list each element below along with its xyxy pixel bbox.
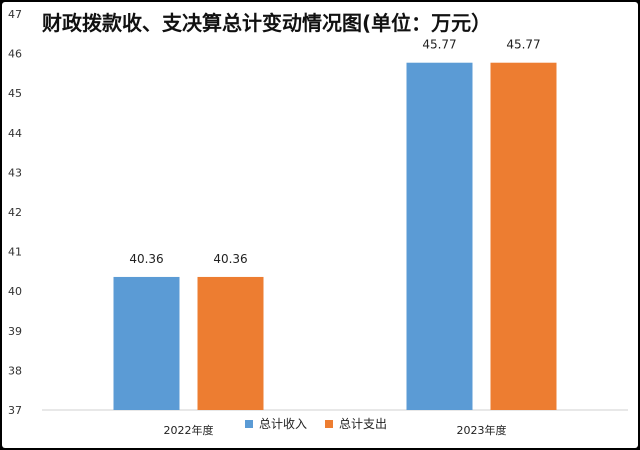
y-tick-label: 41 bbox=[8, 246, 22, 259]
data-label: 40.36 bbox=[129, 252, 163, 266]
y-tick-label: 45 bbox=[8, 87, 22, 100]
y-tick-label: 47 bbox=[8, 8, 22, 21]
x-tick-label: 2023年度 bbox=[457, 423, 507, 437]
y-tick-label: 42 bbox=[8, 206, 22, 219]
y-tick-label: 46 bbox=[8, 48, 22, 61]
y-tick-label: 38 bbox=[8, 364, 22, 377]
y-tick-label: 39 bbox=[8, 325, 22, 338]
bar-expense-1 bbox=[490, 62, 557, 410]
chart-legend: 总计收入 总计支出 bbox=[245, 415, 387, 432]
bar-expense-0 bbox=[197, 276, 264, 410]
data-label: 45.77 bbox=[422, 38, 456, 52]
y-tick-label: 40 bbox=[8, 285, 22, 298]
y-tick-label: 37 bbox=[8, 404, 22, 417]
legend-item-expense: 总计支出 bbox=[325, 415, 387, 432]
chart-title: 财政拨款收、支决算总计变动情况图(单位：万元） bbox=[42, 11, 492, 35]
y-tick-label: 43 bbox=[8, 166, 22, 179]
legend-label-income: 总计收入 bbox=[259, 417, 308, 431]
data-label: 40.36 bbox=[213, 252, 247, 266]
x-tick-label: 2022年度 bbox=[164, 423, 214, 437]
legend-label-expense: 总计支出 bbox=[339, 417, 388, 431]
legend-item-income: 总计收入 bbox=[245, 415, 307, 432]
data-label: 45.77 bbox=[506, 38, 540, 52]
bar-income-1 bbox=[406, 62, 473, 410]
legend-swatch-income bbox=[245, 419, 253, 428]
legend-swatch-expense bbox=[325, 419, 334, 428]
bar-income-0 bbox=[113, 276, 180, 410]
y-tick-label: 44 bbox=[8, 127, 22, 140]
